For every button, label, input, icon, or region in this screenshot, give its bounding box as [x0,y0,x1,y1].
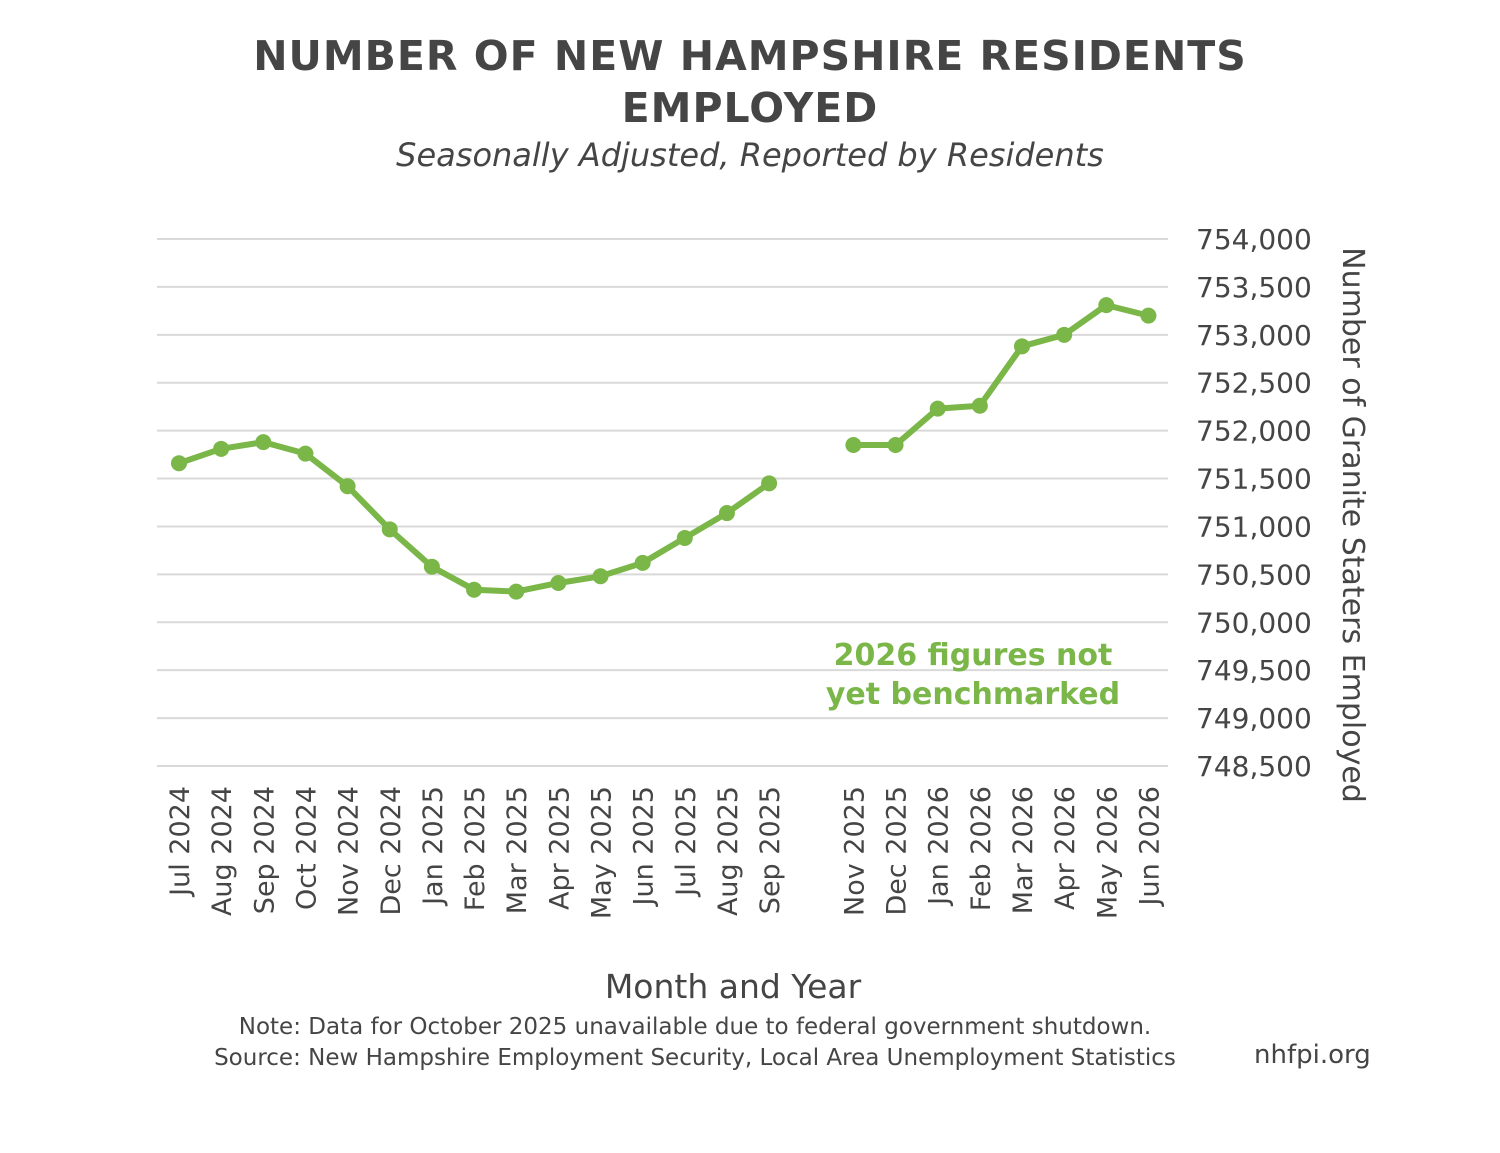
x-tick-label: Jul 2024 [165,786,196,898]
y-tick-label: 750,000 [1196,606,1312,639]
x-tick-label: Apr 2025 [544,786,575,910]
x-axis-title: Month and Year [605,967,862,1006]
data-point [255,434,272,451]
data-point [634,554,651,571]
series-line [176,439,773,595]
chart-title-line2: EMPLOYED [621,84,879,132]
series-line [850,302,1152,449]
x-tick-label: Mar 2025 [502,786,533,914]
x-tick-label: Jan 2026 [924,786,955,907]
data-point [761,475,778,492]
data-point [718,505,735,522]
data-point [845,437,862,454]
x-tick-label: Jan 2025 [418,786,449,907]
data-point [508,583,525,600]
y-tick-label: 751,000 [1196,510,1312,543]
data-point [339,478,356,495]
data-point [676,529,693,546]
y-tick-label: 748,500 [1196,750,1312,783]
y-tick-label: 749,500 [1196,654,1312,687]
x-tick-label: Feb 2025 [460,786,491,911]
x-tick-label: May 2025 [587,786,618,919]
x-tick-label: Mar 2026 [1008,786,1039,914]
annotation-line1: 2026 figures not [834,638,1113,673]
y-tick-label: 753,500 [1196,271,1312,304]
x-tick-label: Nov 2025 [839,786,870,916]
data-point [887,437,904,454]
data-point [381,521,398,538]
chart-footnote: Note: Data for October 2025 unavailable … [120,1012,1270,1074]
data-point [466,581,483,598]
x-tick-label: May 2026 [1092,786,1123,919]
x-tick-label: Nov 2024 [334,786,365,916]
y-tick-label: 751,500 [1196,463,1312,496]
x-tick-label: Aug 2024 [207,786,238,916]
data-point [423,558,440,575]
chart-title-line1: NUMBER OF NEW HAMPSHIRE RESIDENTS [253,32,1247,80]
x-tick-label: Feb 2026 [966,786,997,911]
data-point [971,397,988,414]
chart-title: NUMBER OF NEW HAMPSHIRE RESIDENTS EMPLOY… [0,30,1500,134]
x-tick-label: Dec 2024 [376,786,407,916]
data-point [592,568,609,585]
x-tick-label: Dec 2025 [882,786,913,916]
data-point [550,574,567,591]
annotation-line2: yet benchmarked [826,677,1120,712]
x-tick-label: Sep 2025 [755,786,786,914]
x-tick-label: Jun 2026 [1134,786,1165,907]
x-tick-label: Apr 2026 [1050,786,1081,910]
x-tick-label: Aug 2025 [713,786,744,916]
y-tick-label: 753,000 [1196,319,1312,352]
y-tick-label: 749,000 [1196,702,1312,735]
note-text: Note: Data for October 2025 unavailable … [238,1014,1152,1040]
data-point [297,445,314,462]
chart-subtitle: Seasonally Adjusted, Reported by Residen… [396,136,1104,174]
data-point [1014,338,1030,355]
data-point [171,455,187,472]
x-tick-label: Oct 2024 [291,786,322,910]
y-tick-label: 752,000 [1196,415,1312,448]
data-point [1056,326,1073,343]
data-point [929,400,946,417]
y-axis-title: Number of Granite Staters Employed [1335,247,1370,803]
y-tick-label: 754,000 [1196,223,1312,256]
x-tick-label: Jun 2025 [629,786,660,907]
y-tick-label: 750,500 [1196,558,1312,591]
x-tick-label: Jul 2025 [671,786,702,898]
source-text: Source: New Hampshire Employment Securit… [214,1045,1176,1071]
data-point [1140,307,1157,324]
x-tick-label: Sep 2024 [249,786,280,914]
brand-text: nhfpi.org [1254,1040,1371,1070]
y-tick-label: 752,500 [1196,367,1312,400]
data-point [1098,297,1115,314]
data-point [213,440,230,457]
